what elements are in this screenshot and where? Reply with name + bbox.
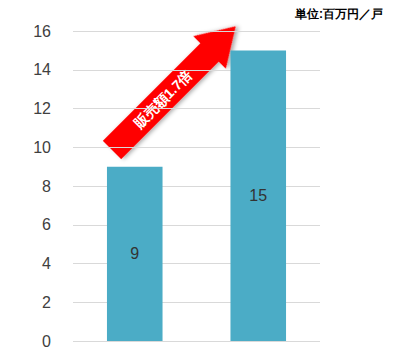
svg-text:0: 0 <box>42 333 51 350</box>
svg-text:販売額1.7倍: 販売額1.7倍 <box>130 67 195 132</box>
svg-text:9: 9 <box>130 245 139 262</box>
svg-text:14: 14 <box>33 61 51 78</box>
svg-text:4: 4 <box>42 255 51 272</box>
svg-text:12: 12 <box>33 100 51 117</box>
svg-text:8: 8 <box>42 178 51 195</box>
svg-text:10: 10 <box>33 139 51 156</box>
svg-text:6: 6 <box>42 216 51 233</box>
svg-text:2: 2 <box>42 294 51 311</box>
svg-text:16: 16 <box>33 23 51 40</box>
svg-text:単位:百万円／戸: 単位:百万円／戸 <box>294 7 383 21</box>
svg-text:15: 15 <box>249 187 267 204</box>
